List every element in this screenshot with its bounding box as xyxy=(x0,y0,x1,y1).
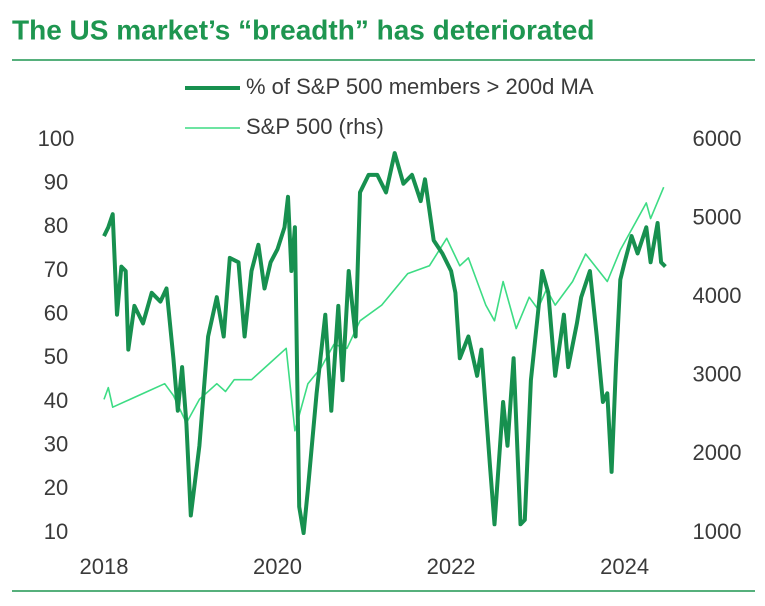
y-tick-label: 70 xyxy=(44,257,68,282)
y-tick-label: 20 xyxy=(44,475,68,500)
y-tick-label: 80 xyxy=(44,213,68,238)
series-line xyxy=(102,151,667,535)
x-tick-label: 2020 xyxy=(253,554,302,579)
x-tick-label: 2022 xyxy=(427,554,476,579)
y2-tick-label: 2000 xyxy=(693,440,742,465)
legend-label: S&P 500 (rhs) xyxy=(246,114,384,139)
x-tick-label: 2018 xyxy=(80,554,129,579)
legend-label: % of S&P 500 members > 200d MA xyxy=(246,74,594,99)
y-tick-label: 30 xyxy=(44,431,68,456)
y2-tick-label: 4000 xyxy=(693,283,742,308)
x-tick-label: 2024 xyxy=(600,554,649,579)
y-tick-label: 10 xyxy=(44,519,68,544)
y2-tick-label: 5000 xyxy=(693,204,742,229)
y-tick-label: 90 xyxy=(44,169,68,194)
y2-tick-label: 1000 xyxy=(693,519,742,544)
y-tick-label: 60 xyxy=(44,300,68,325)
chart-title: The US market’s “breadth” has deteriorat… xyxy=(12,14,594,45)
y2-tick-label: 3000 xyxy=(693,362,742,387)
y-tick-label: 50 xyxy=(44,344,68,369)
y2-tick-label: 6000 xyxy=(693,126,742,151)
y-tick-label: 40 xyxy=(44,388,68,413)
y-tick-label: 100 xyxy=(38,126,75,151)
